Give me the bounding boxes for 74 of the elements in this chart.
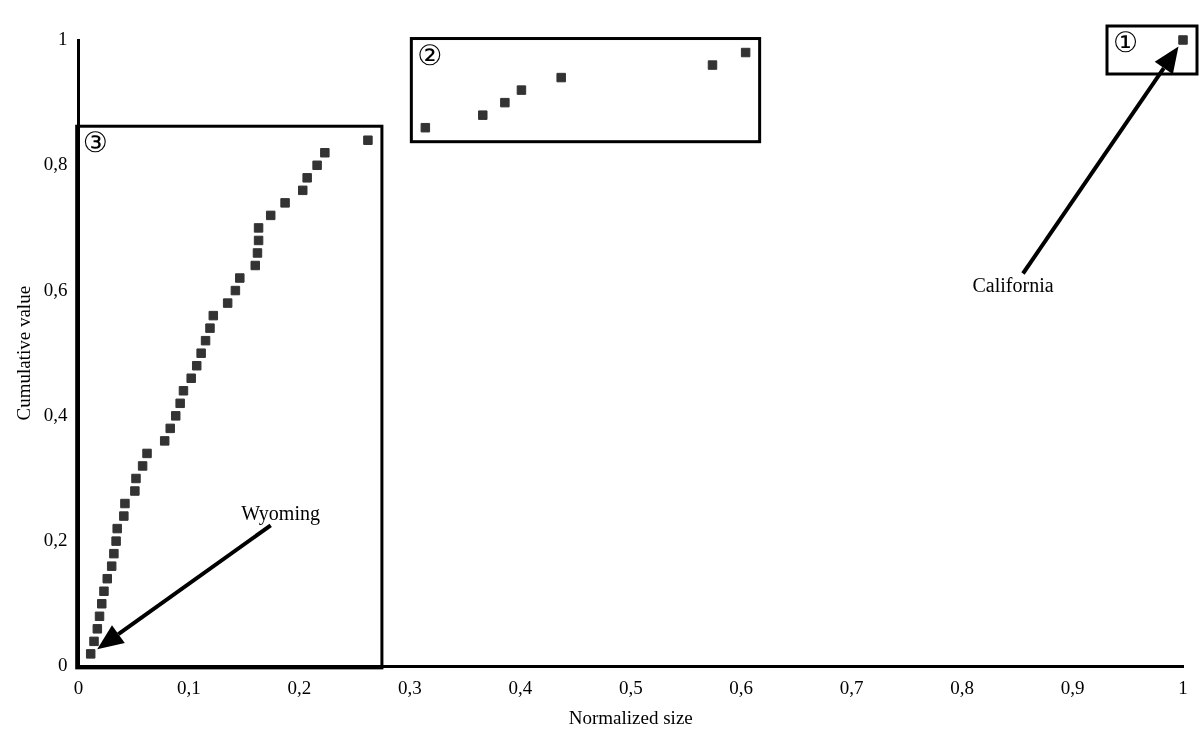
point bbox=[516, 85, 527, 95]
point bbox=[205, 323, 215, 333]
point bbox=[298, 185, 308, 196]
point bbox=[235, 273, 245, 283]
point bbox=[420, 122, 431, 133]
point bbox=[252, 248, 263, 258]
y-tick-label: 1 bbox=[58, 27, 68, 49]
annotation: ③ bbox=[82, 126, 108, 160]
point bbox=[112, 523, 122, 534]
y-tick-label: 0 bbox=[58, 654, 68, 676]
point bbox=[478, 110, 488, 120]
point bbox=[191, 360, 202, 371]
y-tick-label: 0,4 bbox=[43, 403, 69, 425]
point bbox=[175, 398, 185, 409]
point bbox=[89, 636, 99, 647]
x-tick-label: 0 bbox=[73, 676, 84, 698]
point bbox=[142, 448, 152, 459]
point bbox=[131, 473, 141, 484]
point bbox=[130, 486, 140, 496]
point bbox=[94, 611, 105, 622]
point bbox=[265, 210, 276, 221]
point bbox=[137, 461, 148, 471]
y-axis-title: Cumulative value bbox=[13, 285, 35, 421]
annotation: Wyoming bbox=[241, 502, 320, 526]
point bbox=[165, 423, 175, 434]
point bbox=[196, 348, 206, 358]
x-tick-label: 0,3 bbox=[398, 676, 422, 698]
point bbox=[92, 624, 103, 634]
x-tick-label: 0,1 bbox=[177, 676, 201, 698]
x-tick-label: 0,2 bbox=[287, 676, 312, 698]
point bbox=[1178, 35, 1188, 45]
point bbox=[302, 173, 312, 183]
point bbox=[556, 72, 566, 83]
point bbox=[178, 386, 189, 396]
x-tick-label: 0,4 bbox=[508, 676, 533, 698]
point bbox=[740, 47, 751, 58]
x-tick-label: 0,8 bbox=[950, 676, 974, 698]
annotation: ② bbox=[417, 38, 443, 72]
x-tick-label: 1 bbox=[1178, 676, 1188, 698]
point bbox=[500, 97, 510, 108]
point bbox=[200, 335, 211, 346]
x-axis-title: Normalized size bbox=[568, 706, 693, 728]
y-tick-label: 0,2 bbox=[43, 529, 68, 551]
point bbox=[312, 160, 322, 171]
point bbox=[363, 135, 373, 145]
y-tick-label: 0,8 bbox=[43, 153, 68, 175]
point bbox=[208, 310, 219, 321]
point bbox=[171, 411, 181, 421]
point bbox=[109, 548, 119, 559]
point bbox=[186, 373, 196, 383]
point bbox=[159, 436, 170, 446]
point bbox=[280, 198, 290, 208]
x-tick-label: 0,9 bbox=[1060, 676, 1085, 698]
point bbox=[111, 536, 121, 546]
point bbox=[119, 511, 129, 521]
point bbox=[99, 586, 109, 596]
point bbox=[222, 298, 233, 308]
point bbox=[106, 561, 117, 571]
point bbox=[253, 235, 264, 246]
point bbox=[230, 285, 241, 296]
annotation: ① bbox=[1113, 26, 1139, 59]
point bbox=[85, 649, 96, 659]
point bbox=[320, 148, 330, 158]
point bbox=[707, 60, 718, 70]
point bbox=[102, 573, 113, 584]
point bbox=[97, 599, 107, 609]
point bbox=[120, 498, 130, 509]
x-tick-label: 0,7 bbox=[839, 676, 864, 698]
y-tick-label: 0,6 bbox=[43, 278, 68, 300]
point bbox=[250, 260, 261, 271]
x-tick-label: 0,6 bbox=[729, 676, 754, 698]
point bbox=[253, 223, 264, 233]
x-tick-label: 0,5 bbox=[618, 676, 643, 698]
annotation: California bbox=[972, 273, 1054, 297]
